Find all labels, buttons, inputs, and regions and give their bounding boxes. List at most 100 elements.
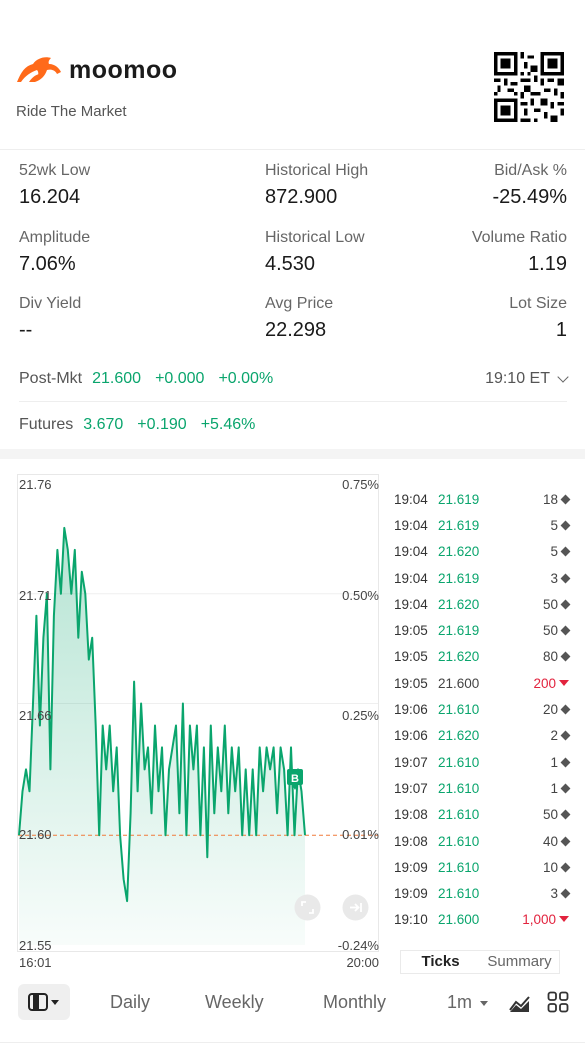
tick-time: 19:08	[394, 807, 428, 823]
neutral-diamond-icon	[560, 546, 571, 557]
futures-price: 3.670	[83, 416, 124, 433]
tick-price: 21.610	[438, 780, 480, 796]
moomoo-logo: moomoo	[15, 54, 178, 86]
stat-value: 1	[555, 319, 567, 341]
futures-label: Futures	[19, 416, 74, 433]
brand-name: moomoo	[69, 55, 178, 84]
tick-row: 19:07 21.610 1	[394, 749, 571, 775]
tick-row: 19:04 21.619 3	[394, 565, 571, 591]
stat-avg-price: Avg Price 22.298	[265, 295, 333, 342]
tick-volume-value: 20	[542, 702, 558, 718]
tab-daily[interactable]: Daily	[110, 992, 151, 1012]
chart-type-icon[interactable]	[508, 992, 532, 1014]
stat-label: Historical Low	[265, 229, 365, 246]
stat-volume-ratio: Volume Ratio 1.19	[472, 229, 567, 276]
header-divider	[0, 149, 585, 150]
tick-volume-value: 2	[550, 728, 558, 744]
neutral-diamond-icon	[560, 809, 571, 820]
tick-row: 19:10 21.600 1,000	[394, 907, 569, 933]
tick-volume-value: 10	[542, 859, 558, 875]
stat-label: Bid/Ask %	[494, 162, 567, 179]
fullscreen-icon[interactable]	[294, 894, 321, 921]
tab-weekly[interactable]: Weekly	[205, 992, 264, 1012]
tick-time: 19:06	[394, 728, 428, 744]
tick-volume-value: 3	[550, 570, 558, 586]
tick-volume: 50	[498, 597, 571, 612]
neutral-diamond-icon	[560, 757, 571, 768]
tick-price: 21.610	[438, 702, 480, 718]
stat-value: 16.204	[19, 186, 81, 208]
neutral-diamond-icon	[560, 520, 571, 531]
stat-value: --	[19, 319, 33, 341]
tick-price: 21.600	[438, 675, 480, 691]
post-market-change: +0.000	[155, 370, 205, 387]
stat-value: -25.49%	[492, 186, 568, 208]
qr-code-icon	[494, 52, 564, 122]
y-axis-label-left: 21.71	[19, 588, 52, 603]
tick-row: 19:05 21.600 200	[394, 670, 569, 696]
jump-to-latest-icon[interactable]	[342, 894, 369, 921]
neutral-diamond-icon	[560, 836, 571, 846]
tick-time: 19:04	[394, 544, 428, 560]
tick-price: 21.620	[438, 596, 480, 612]
tick-time: 19:08	[394, 833, 428, 849]
neutral-diamond-icon	[560, 494, 571, 505]
stat-value: 22.298	[265, 319, 327, 341]
chart-toolbar: Daily Weekly Monthly 1m	[0, 982, 585, 1024]
tick-volume: 1	[498, 755, 571, 770]
interval-selector[interactable]: 1m	[447, 992, 489, 1013]
stat-amplitude: Amplitude 7.06%	[19, 229, 90, 276]
y-axis-label-right: 0.01%	[342, 827, 379, 842]
neutral-diamond-icon	[560, 625, 571, 636]
tick-price: 21.600	[438, 912, 480, 928]
layout-icon	[28, 993, 59, 1011]
tab-ticks[interactable]: Ticks	[401, 951, 480, 973]
tick-volume: 40	[498, 833, 571, 849]
stat-label: 52wk Low	[19, 162, 91, 179]
tick-volume: 18	[498, 492, 571, 507]
stat-lot-size: Lot Size 1	[509, 295, 567, 342]
tick-volume-value: 80	[542, 649, 558, 665]
intraday-chart[interactable]	[17, 474, 379, 952]
y-axis-label-left: 21.66	[19, 708, 52, 723]
tick-volume: 2	[498, 728, 571, 744]
tick-volume: 3	[498, 570, 571, 586]
tick-price: 21.619	[438, 570, 480, 586]
ticks-summary-tabs: Ticks Summary	[400, 950, 560, 974]
y-axis-label-right: 0.75%	[342, 477, 379, 492]
sell-arrow-icon	[559, 679, 569, 686]
stat-label: Volume Ratio	[471, 229, 567, 246]
tick-time: 19:05	[394, 649, 428, 665]
stat-historical-low: Historical Low 4.530	[265, 229, 365, 276]
chevron-down-icon	[557, 371, 569, 383]
chart-layout-button[interactable]	[18, 984, 70, 1020]
y-axis-label-left: 21.60	[19, 827, 52, 842]
stat-div-yield: Div Yield --	[19, 295, 81, 342]
neutral-diamond-icon	[560, 783, 571, 794]
x-axis-start: 16:01	[19, 955, 52, 970]
tick-row: 19:05 21.620 80	[394, 644, 571, 670]
tick-time: 19:04	[394, 491, 428, 507]
tab-summary[interactable]: Summary	[487, 953, 552, 970]
caret-down-icon	[480, 1001, 489, 1006]
tick-time: 19:05	[394, 623, 428, 639]
stat-52wk-low: 52wk Low 16.204	[19, 162, 90, 209]
tick-time: 19:04	[394, 517, 428, 533]
bull-logo-icon	[17, 57, 61, 82]
tick-volume: 5	[498, 518, 571, 533]
tick-time: 19:05	[394, 675, 428, 691]
tick-time: 19:09	[394, 886, 428, 902]
market-session-selector[interactable]: 19:10 ET	[485, 370, 569, 388]
tab-monthly[interactable]: Monthly	[323, 992, 387, 1012]
y-axis-label-right: -0.24%	[337, 938, 379, 953]
futures-row[interactable]: Futures 3.670 +0.190 +5.46%	[19, 416, 255, 434]
tick-volume-value: 40	[542, 833, 558, 849]
neutral-diamond-icon	[560, 888, 571, 899]
time-and-sales-list[interactable]: 19:04 21.619 18 19:04 21.619 5 19:04 21.620 5 19:…	[394, 486, 571, 933]
post-market-time: 19:10 ET	[485, 370, 550, 387]
stat-label: Lot Size	[509, 295, 567, 312]
grid-menu-icon[interactable]	[547, 991, 569, 1013]
tick-row: 19:08 21.610 40	[394, 828, 571, 854]
stat-bid-ask: Bid/Ask % -25.49%	[493, 162, 568, 209]
neutral-diamond-icon	[560, 704, 571, 715]
